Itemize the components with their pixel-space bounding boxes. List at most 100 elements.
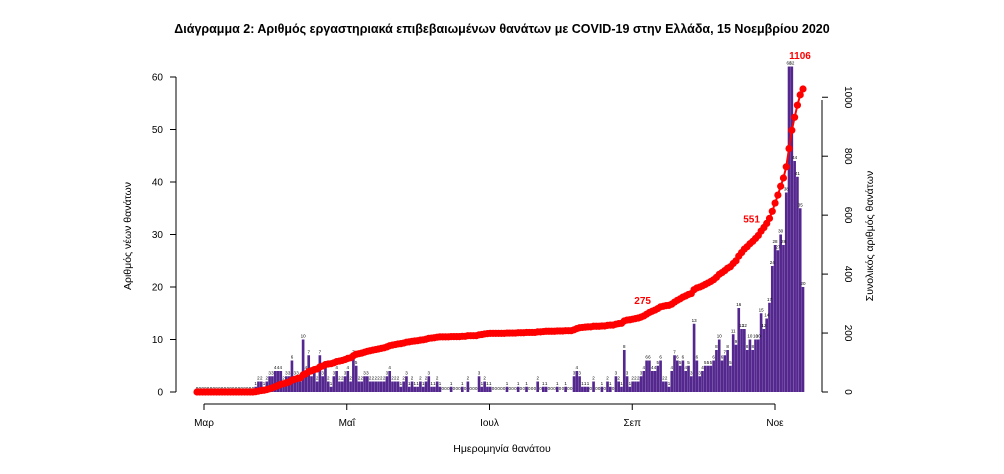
bar: [377, 381, 380, 392]
bar: [723, 355, 727, 392]
bar: [340, 381, 344, 392]
cumulative-annotation: 1106: [789, 51, 811, 62]
bar-value-label: 2: [394, 376, 397, 381]
bar-value-label: 2: [467, 376, 470, 381]
bar: [581, 386, 584, 392]
bars-group: [254, 66, 805, 392]
cumulative-line: [197, 88, 804, 393]
bar-value-label: 2: [634, 376, 637, 381]
bar: [715, 350, 718, 392]
bar: [329, 386, 333, 392]
bar-value-label: 3: [405, 370, 408, 375]
bar: [765, 318, 769, 392]
bar: [374, 381, 378, 392]
cumulative-point: [774, 191, 782, 199]
bar-value-label: 1: [564, 381, 567, 386]
bar-value-label: 6: [712, 355, 715, 360]
bar-value-label: 0: [453, 386, 456, 391]
bar: [321, 376, 324, 392]
bar-value-label: 2: [380, 376, 383, 381]
bar-value-label: 3: [268, 370, 271, 375]
cumulative-annotation: 275: [634, 296, 651, 307]
bar: [617, 381, 621, 392]
bar-value-label: 8: [623, 344, 626, 349]
bar-value-label: 15: [759, 307, 765, 312]
bar: [762, 329, 766, 392]
bar: [667, 386, 671, 392]
bar: [729, 365, 732, 392]
bar-value-label: 2: [369, 376, 372, 381]
bar-value-label: 4: [305, 365, 308, 370]
bar: [768, 302, 771, 392]
bar-value-label: 0: [447, 386, 450, 391]
bar: [335, 371, 338, 392]
bar-value-label: 0: [570, 386, 573, 391]
bar: [338, 381, 341, 392]
bar-value-label: 0: [528, 386, 531, 391]
bar-value-label: 1: [461, 381, 464, 386]
bar-value-label: 10: [756, 334, 762, 339]
bar-value-label: 0: [509, 386, 512, 391]
bar: [689, 376, 693, 392]
bar: [695, 360, 699, 392]
bar-value-label: 24: [770, 260, 776, 265]
bar: [413, 386, 417, 392]
bar-value-label: 6: [676, 355, 679, 360]
bar-value-label: 1: [481, 381, 484, 386]
bar: [516, 386, 520, 392]
x-ticks-group: Μαρ Μαΐ Ιουλ Σεπ Νοε: [194, 404, 784, 429]
bar-value-label: 35: [798, 202, 804, 207]
bar-value-label: 2: [338, 376, 341, 381]
bar-value-label: 20: [800, 281, 806, 286]
bar-value-label: 7: [724, 349, 727, 354]
bar-value-label: 3: [363, 370, 366, 375]
bar-value-label: 2: [637, 376, 640, 381]
bar-value-label: 14: [764, 313, 770, 318]
bar: [564, 386, 567, 392]
y-tick-label: 10: [152, 335, 164, 346]
bar: [276, 371, 280, 392]
x-tick-label: Σεπ: [623, 418, 641, 429]
bar-value-label: 3: [296, 370, 299, 375]
bar-value-label: 3: [333, 370, 336, 375]
bar-value-label: 0: [548, 386, 551, 391]
y2-tick-label: 800: [842, 148, 853, 165]
bar: [541, 386, 545, 392]
bar-value-label: 8: [715, 344, 718, 349]
bar: [555, 386, 559, 392]
bar-value-label: 16: [736, 302, 742, 307]
bar-value-label: 2: [316, 376, 319, 381]
axes-group: [175, 77, 823, 405]
bar-value-label: 5: [710, 360, 713, 365]
bar: [734, 344, 738, 392]
bar-value-label: 4: [335, 365, 338, 370]
bar-value-label: 2: [419, 376, 422, 381]
bar-value-label: 6: [645, 355, 648, 360]
bar-value-label: 3: [321, 370, 324, 375]
bar-value-label: 1: [330, 381, 333, 386]
bar-value-label: 0: [495, 386, 498, 391]
bar: [352, 355, 355, 392]
bar-value-label: 0: [458, 386, 461, 391]
bar: [670, 371, 674, 392]
cumulative-point: [799, 85, 807, 93]
bar: [257, 381, 260, 392]
bar: [645, 360, 648, 392]
bar-value-label: 4: [280, 365, 283, 370]
bar: [678, 365, 682, 392]
bar: [687, 365, 690, 392]
bar: [748, 339, 752, 392]
bar: [743, 329, 746, 392]
bar-value-label: 0: [492, 386, 495, 391]
bar: [416, 386, 419, 392]
y-tick-label: 40: [152, 178, 164, 189]
bar-value-label: 0: [539, 386, 542, 391]
bar-value-label: 44: [792, 155, 798, 160]
bar-value-label: 3: [271, 370, 274, 375]
bar-value-label: 1: [581, 381, 584, 386]
bar: [326, 381, 330, 392]
bar-value-label: 4: [388, 365, 391, 370]
bar-value-label: 2: [483, 376, 486, 381]
chart-title: Διάγραμμα 2: Αριθμός εργαστηριακά επιβεβ…: [174, 22, 830, 36]
